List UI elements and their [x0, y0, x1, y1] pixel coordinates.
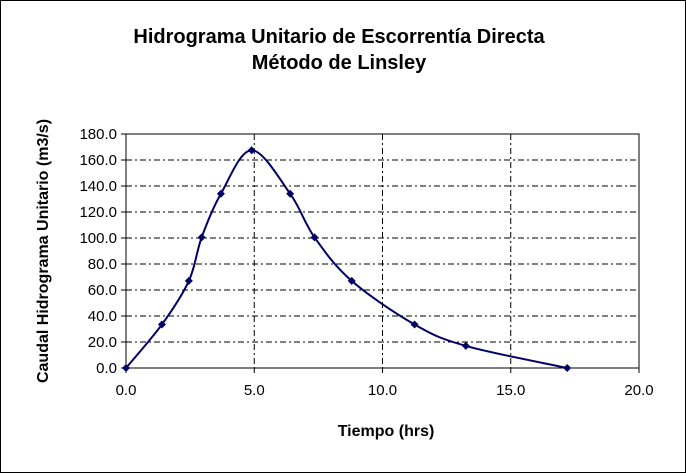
chart-title-line1: Hidrograma Unitario de Escorrentía Direc… [133, 26, 545, 48]
data-point [184, 276, 193, 285]
data-point [122, 364, 130, 372]
data-point [347, 276, 356, 285]
grid [126, 134, 639, 368]
y-tick-label: 160.0 [79, 152, 117, 169]
y-tick-label: 60.0 [88, 282, 117, 299]
y-tick-label: 80.0 [88, 256, 117, 273]
data-point [563, 364, 572, 372]
chart-title-line2: Método de Linsley [252, 52, 427, 74]
axis-ticks: 0.0 20.0 40.0 60.0 80.0 100.0 120.0 140.0 160.0 1… [79, 126, 653, 399]
data-point [461, 341, 470, 350]
data-point [286, 189, 295, 198]
y-tick-label: 100.0 [79, 230, 117, 247]
x-tick-label: 20.0 [624, 382, 653, 399]
x-tick-label: 0.0 [116, 382, 137, 399]
series-line [125, 149, 568, 369]
series-group [122, 146, 572, 372]
data-point [197, 233, 206, 242]
data-point [157, 320, 166, 329]
y-tick-label: 0.0 [96, 360, 117, 377]
y-axis-title: Caudal Hidrograma Unitario (m3/s) [35, 119, 52, 383]
y-tick-label: 180.0 [79, 126, 117, 143]
y-tick-label: 40.0 [88, 308, 117, 325]
x-axis-title: Tiempo (hrs) [338, 423, 435, 440]
data-point [310, 233, 319, 242]
y-tick-label: 140.0 [79, 178, 117, 195]
x-tick-label: 10.0 [368, 382, 397, 399]
data-point [216, 189, 225, 198]
x-tick-label: 15.0 [496, 382, 525, 399]
y-tick-label: 120.0 [79, 204, 117, 221]
x-tick-label: 5.0 [244, 382, 265, 399]
data-point [247, 146, 256, 155]
data-point [410, 320, 419, 329]
y-tick-label: 20.0 [88, 334, 117, 351]
